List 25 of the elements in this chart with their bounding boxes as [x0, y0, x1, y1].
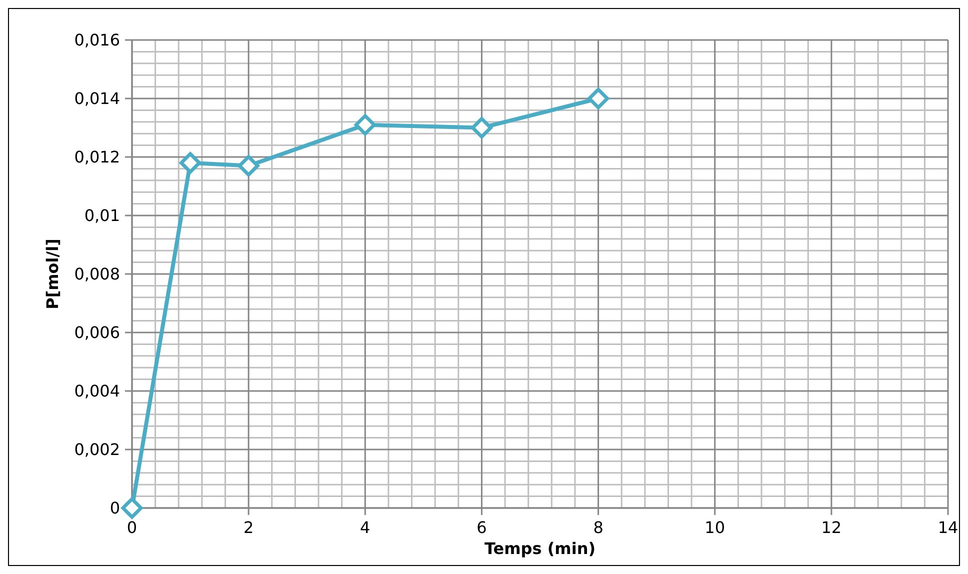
y-tick-label: 0,002 — [74, 440, 120, 460]
x-tick-label: 4 — [360, 518, 370, 537]
y-tick-label: 0,01 — [84, 206, 120, 226]
y-tick-label: 0,014 — [74, 89, 120, 108]
y-tick-label: 0,006 — [74, 323, 120, 342]
y-axis-title: P[mol/l] — [43, 238, 62, 310]
y-tick-label: 0,012 — [74, 148, 120, 167]
x-tick-label: 14 — [938, 518, 958, 537]
y-tick-label: 0 — [110, 498, 120, 518]
x-axis-title: Temps (min) — [484, 539, 596, 558]
y-tick-label: 0,016 — [74, 30, 120, 50]
y-tick-label: 0,008 — [74, 264, 120, 284]
x-tick-label: 8 — [593, 518, 604, 537]
x-tick-label: 2 — [243, 518, 254, 537]
point — [180, 152, 202, 174]
x-tick-label: 0 — [126, 518, 138, 537]
point — [354, 114, 376, 136]
point — [121, 497, 143, 519]
x-tick-label: 10 — [704, 518, 726, 537]
x-tick-label: 12 — [821, 518, 842, 537]
x-tick-label: 6 — [476, 518, 487, 537]
y-tick-label: 0,004 — [74, 382, 120, 401]
point — [470, 117, 492, 138]
point — [588, 88, 610, 110]
point — [238, 155, 260, 177]
